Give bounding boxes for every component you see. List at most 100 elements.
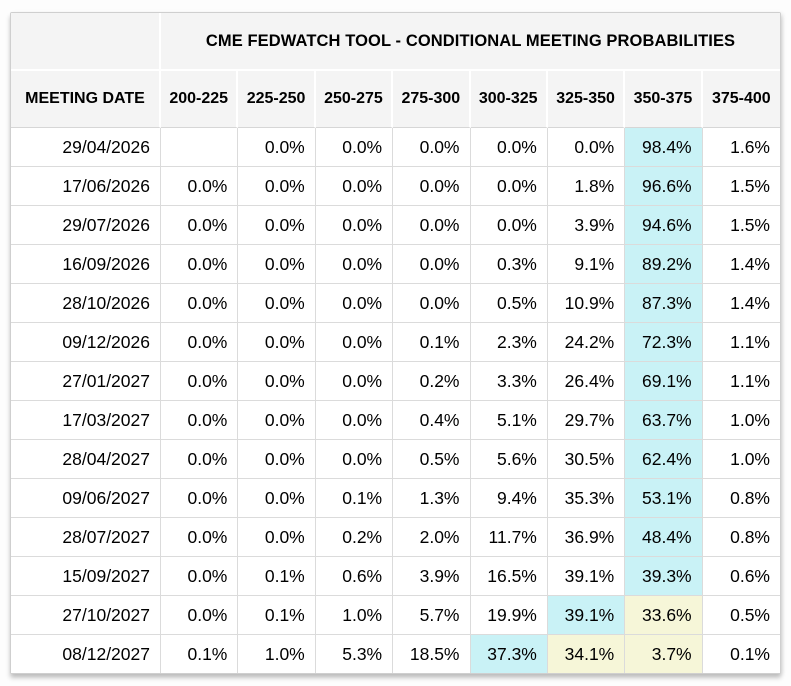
probability-cell: 33.6% [625, 596, 703, 635]
probability-cell: 0.0% [161, 518, 239, 557]
probability-cell: 0.0% [238, 245, 316, 284]
probability-cell: 0.2% [393, 362, 471, 401]
probability-cell: 0.0% [315, 323, 394, 362]
probability-cell: 5.3% [315, 635, 394, 673]
meeting-date-cell: 28/04/2027 [11, 440, 161, 479]
probability-cell: 0.1% [238, 557, 316, 596]
probability-cell: 19.9% [470, 596, 548, 635]
probability-cell: 0.0% [161, 323, 239, 362]
probability-cell: 0.0% [238, 206, 316, 245]
probability-cell: 96.6% [625, 167, 703, 206]
probability-cell: 0.0% [547, 128, 626, 167]
probability-cell: 10.9% [547, 284, 626, 323]
probability-cell: 0.3% [470, 245, 548, 284]
probability-cell: 5.7% [393, 596, 471, 635]
table-row: 29/04/2026 0.0% 0.0% 0.0% 0.0% 0.0% 98.4% 1.6% [11, 128, 780, 167]
probability-cell: 0.0% [161, 284, 239, 323]
probability-cell: 26.4% [547, 362, 626, 401]
probability-cell: 63.7% [625, 401, 703, 440]
table-row: 16/09/2026 0.0% 0.0% 0.0% 0.0% 0.3% 9.1% 89.2% 1… [11, 245, 780, 284]
probability-cell: 0.0% [238, 479, 316, 518]
table-row: 09/12/2026 0.0% 0.0% 0.0% 0.1% 2.3% 24.2% 72.3%… [11, 323, 780, 362]
probability-cell: 30.5% [547, 440, 626, 479]
probability-cell: 0.0% [393, 245, 471, 284]
probability-cell: 29.7% [547, 401, 626, 440]
probability-cell: 0.0% [161, 401, 239, 440]
probability-cell: 0.0% [161, 479, 239, 518]
probability-cell: 89.2% [625, 245, 703, 284]
probability-cell: 39.1% [547, 557, 626, 596]
meeting-date-cell: 27/10/2027 [11, 596, 161, 635]
probability-cell: 0.0% [470, 128, 548, 167]
probability-cell: 0.5% [470, 284, 548, 323]
probability-cell: 0.5% [702, 596, 780, 635]
probability-cell: 48.4% [625, 518, 703, 557]
probability-cell: 0.0% [393, 284, 471, 323]
table-row: 09/06/2027 0.0% 0.0% 0.1% 1.3% 9.4% 35.3% 53.1%… [11, 479, 780, 518]
probability-cell: 0.0% [161, 206, 239, 245]
probability-cell: 1.4% [702, 284, 780, 323]
probability-cell: 39.1% [547, 596, 626, 635]
probability-cell: 98.4% [625, 128, 703, 167]
probability-cell: 0.6% [315, 557, 394, 596]
meeting-date-cell: 27/01/2027 [11, 362, 161, 401]
meeting-date-cell: 28/10/2026 [11, 284, 161, 323]
table-title: CME FEDWATCH TOOL - CONDITIONAL MEETING … [161, 13, 780, 71]
title-row: CME FEDWATCH TOOL - CONDITIONAL MEETING … [11, 13, 780, 71]
probability-cell: 37.3% [470, 635, 548, 673]
probability-cell: 36.9% [547, 518, 626, 557]
probability-cell: 0.0% [238, 284, 316, 323]
probability-cell: 0.0% [315, 245, 394, 284]
probability-cell: 0.0% [315, 401, 394, 440]
probability-cell: 16.5% [470, 557, 548, 596]
probability-cell: 1.1% [702, 362, 780, 401]
probability-cell: 0.0% [238, 362, 316, 401]
meeting-date-cell: 17/03/2027 [11, 401, 161, 440]
probability-cell: 1.1% [702, 323, 780, 362]
probability-cell: 3.9% [393, 557, 471, 596]
meeting-date-cell: 09/06/2027 [11, 479, 161, 518]
probability-cell: 0.2% [315, 518, 394, 557]
probability-cell: 0.5% [393, 440, 471, 479]
rate-bin-header: 275-300 [393, 71, 471, 128]
probability-cell: 0.8% [702, 479, 780, 518]
table-row: 17/03/2027 0.0% 0.0% 0.0% 0.4% 5.1% 29.7% 63.7%… [11, 401, 780, 440]
meeting-date-cell: 17/06/2026 [11, 167, 161, 206]
probability-cell: 1.0% [702, 440, 780, 479]
probability-cell: 0.0% [315, 362, 394, 401]
probability-cell: 0.0% [238, 401, 316, 440]
meeting-date-cell: 15/09/2027 [11, 557, 161, 596]
probability-cell: 35.3% [547, 479, 626, 518]
probability-cell: 1.0% [238, 635, 316, 673]
probability-cell: 1.5% [702, 167, 780, 206]
probability-cell: 0.0% [470, 167, 548, 206]
probability-cell: 0.1% [161, 635, 239, 673]
probability-cell: 0.0% [393, 167, 471, 206]
meeting-date-cell: 28/07/2027 [11, 518, 161, 557]
rate-bin-header: 375-400 [702, 71, 780, 128]
table-row: 29/07/2026 0.0% 0.0% 0.0% 0.0% 0.0% 3.9% 94.6% 1… [11, 206, 780, 245]
probability-cell: 0.0% [315, 167, 394, 206]
rate-bin-header: 200-225 [161, 71, 239, 128]
probability-cell: 94.6% [625, 206, 703, 245]
corner-cell [11, 13, 161, 71]
table-row: 27/01/2027 0.0% 0.0% 0.0% 0.2% 3.3% 26.4% 69.1%… [11, 362, 780, 401]
probability-cell: 9.4% [470, 479, 548, 518]
probability-cell: 0.0% [315, 128, 394, 167]
probability-cell: 0.0% [238, 518, 316, 557]
meeting-date-cell: 08/12/2027 [11, 635, 161, 673]
probability-cell: 0.0% [393, 206, 471, 245]
probability-cell: 62.4% [625, 440, 703, 479]
table-row: 08/12/2027 0.1% 1.0% 5.3% 18.5% 37.3% 34.1% 3.7… [11, 635, 780, 673]
rate-bin-header: 300-325 [470, 71, 548, 128]
probability-cell: 1.8% [547, 167, 626, 206]
probability-cell: 72.3% [625, 323, 703, 362]
rate-bin-header: 225-250 [238, 71, 316, 128]
probability-cell: 0.0% [238, 323, 316, 362]
probability-cell: 0.1% [702, 635, 780, 673]
probability-cell: 3.7% [625, 635, 703, 673]
probability-cell: 1.0% [702, 401, 780, 440]
table-row: 27/10/2027 0.0% 0.1% 1.0% 5.7% 19.9% 39.1% 33.6… [11, 596, 780, 635]
probability-cell: 0.0% [161, 167, 239, 206]
probability-cell: 0.0% [161, 245, 239, 284]
